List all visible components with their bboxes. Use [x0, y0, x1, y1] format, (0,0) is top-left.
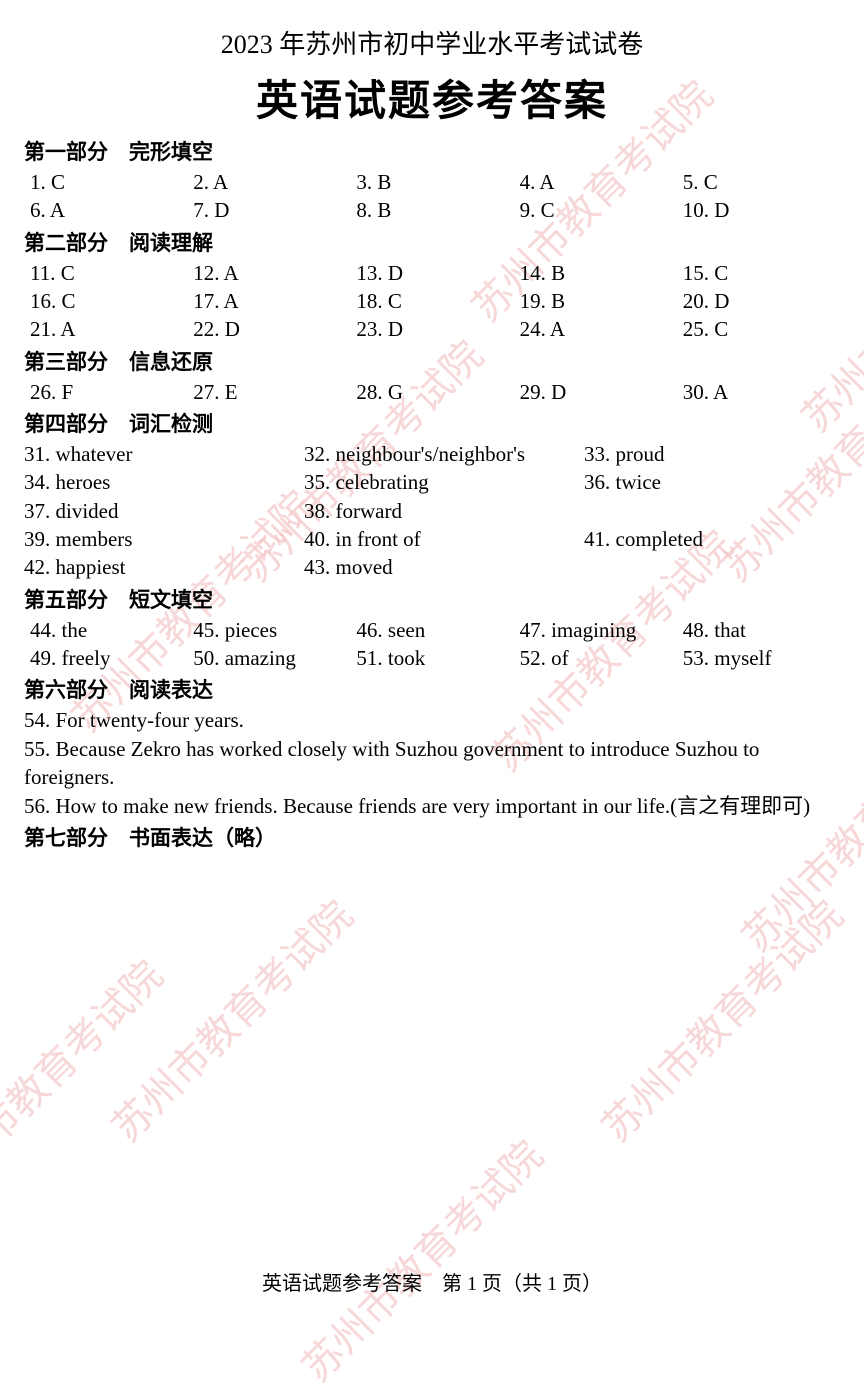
answer-cell: 3. B	[350, 168, 513, 196]
answer-cell: 49. freely	[24, 644, 187, 672]
answer-cell: 38. forward	[304, 497, 584, 525]
section-2-header: 第二部分 阅读理解	[24, 227, 840, 257]
answer-row: 49. freely 50. amazing 51. took 52. of 5…	[24, 644, 840, 672]
answer-cell: 32. neighbour's/neighbor's	[304, 440, 584, 468]
answer-cell: 17. A	[187, 287, 350, 315]
answer-cell: 19. B	[514, 287, 677, 315]
watermark: 苏州市教育考试院	[0, 945, 174, 1212]
answer-cell: 35. celebrating	[304, 468, 584, 496]
answer-cell: 10. D	[677, 196, 840, 224]
answer-cell: 53. myself	[677, 644, 840, 672]
answer-cell: 39. members	[24, 525, 304, 553]
answer-cell: 37. divided	[24, 497, 304, 525]
section-7-header: 第七部分 书面表达（略）	[24, 822, 840, 852]
answer-cell: 47. imagining	[514, 616, 677, 644]
answer-cell: 41. completed	[584, 525, 840, 553]
answer-cell: 31. whatever	[24, 440, 304, 468]
exam-subtitle: 2023 年苏州市初中学业水平考试试卷	[24, 24, 840, 61]
answer-cell: 51. took	[350, 644, 513, 672]
answer-row: 26. F 27. E 28. G 29. D 30. A	[24, 378, 840, 406]
answer-cell: 48. that	[677, 616, 840, 644]
answer-row: 21. A 22. D 23. D 24. A 25. C	[24, 315, 840, 343]
answer-row: 6. A 7. D 8. B 9. C 10. D	[24, 196, 840, 224]
answer-cell: 14. B	[514, 259, 677, 287]
answer-row: 1. C 2. A 3. B 4. A 5. C	[24, 168, 840, 196]
answer-row: 31. whatever 32. neighbour's/neighbor's …	[24, 440, 840, 468]
answer-cell: 24. A	[514, 315, 677, 343]
watermark: 苏州市教育考试院	[286, 1125, 553, 1392]
answer-cell: 7. D	[187, 196, 350, 224]
answer-cell: 8. B	[350, 196, 513, 224]
answer-row: 44. the 45. pieces 46. seen 47. imaginin…	[24, 616, 840, 644]
answer-cell: 4. A	[514, 168, 677, 196]
answer-cell: 16. C	[24, 287, 187, 315]
watermark: 苏州市教育考试院	[586, 885, 853, 1152]
answer-cell: 1. C	[24, 168, 187, 196]
answer-cell	[584, 553, 840, 581]
section-1-header: 第一部分 完形填空	[24, 136, 840, 166]
answer-cell: 30. A	[677, 378, 840, 406]
answer-row: 42. happiest 43. moved	[24, 553, 840, 581]
answer-cell: 29. D	[514, 378, 677, 406]
answer-row: 39. members 40. in front of 41. complete…	[24, 525, 840, 553]
answer-cell: 34. heroes	[24, 468, 304, 496]
answer-cell: 11. C	[24, 259, 187, 287]
answer-cell: 13. D	[350, 259, 513, 287]
section-6-header: 第六部分 阅读表达	[24, 674, 840, 704]
answer-cell: 15. C	[677, 259, 840, 287]
answer-cell: 28. G	[350, 378, 513, 406]
answer-cell: 18. C	[350, 287, 513, 315]
answer-cell: 40. in front of	[304, 525, 584, 553]
answer-line: 54. For twenty-four years.	[24, 706, 840, 734]
answer-cell: 44. the	[24, 616, 187, 644]
answer-cell: 36. twice	[584, 468, 840, 496]
answer-cell: 42. happiest	[24, 553, 304, 581]
answer-cell: 33. proud	[584, 440, 840, 468]
section-4-header: 第四部分 词汇检测	[24, 408, 840, 438]
section-3-header: 第三部分 信息还原	[24, 346, 840, 376]
answer-cell: 6. A	[24, 196, 187, 224]
answer-cell: 52. of	[514, 644, 677, 672]
answer-cell: 21. A	[24, 315, 187, 343]
answer-cell: 22. D	[187, 315, 350, 343]
answer-line: 55. Because Zekro has worked closely wit…	[24, 735, 840, 792]
answer-cell: 20. D	[677, 287, 840, 315]
answer-cell: 23. D	[350, 315, 513, 343]
answer-row: 16. C 17. A 18. C 19. B 20. D	[24, 287, 840, 315]
answer-cell: 2. A	[187, 168, 350, 196]
answer-cell: 46. seen	[350, 616, 513, 644]
watermark: 苏州市教育考试院	[96, 885, 363, 1152]
answer-row: 34. heroes 35. celebrating 36. twice	[24, 468, 840, 496]
answer-row: 37. divided 38. forward	[24, 497, 840, 525]
answer-line: 56. How to make new friends. Because fri…	[24, 792, 840, 820]
page-footer: 英语试题参考答案 第 1 页（共 1 页）	[0, 1267, 864, 1296]
answer-cell: 27. E	[187, 378, 350, 406]
answer-cell: 12. A	[187, 259, 350, 287]
answer-cell: 43. moved	[304, 553, 584, 581]
answer-cell: 45. pieces	[187, 616, 350, 644]
answer-cell: 25. C	[677, 315, 840, 343]
answer-cell	[584, 497, 840, 525]
answer-cell: 9. C	[514, 196, 677, 224]
answer-cell: 5. C	[677, 168, 840, 196]
answer-row: 11. C 12. A 13. D 14. B 15. C	[24, 259, 840, 287]
exam-title: 英语试题参考答案	[24, 67, 840, 128]
answer-cell: 26. F	[24, 378, 187, 406]
answer-cell: 50. amazing	[187, 644, 350, 672]
section-5-header: 第五部分 短文填空	[24, 584, 840, 614]
